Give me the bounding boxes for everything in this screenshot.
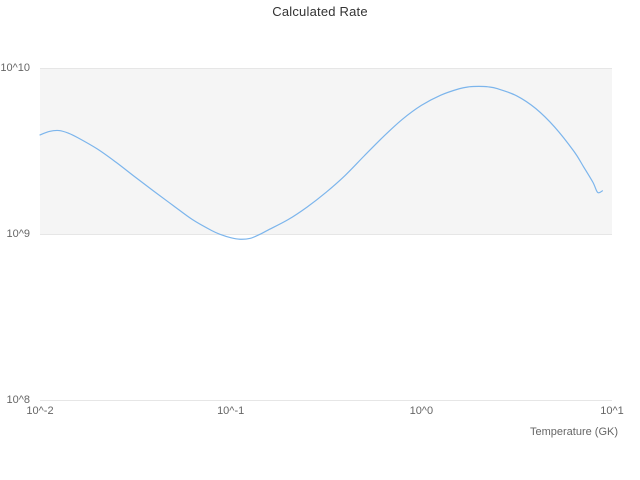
x-tick-label: 10^1 — [600, 405, 624, 417]
chart-title: Calculated Rate — [272, 4, 368, 19]
x-tick-label: 10^0 — [409, 405, 434, 417]
x-axis-title: Temperature (GK) — [529, 426, 618, 438]
plot-band — [40, 68, 612, 234]
y-tick-label: 10^9 — [6, 228, 30, 240]
y-tick-label: 10^8 — [6, 394, 30, 406]
x-tick-label: 10^-1 — [217, 405, 245, 417]
x-tick-label: 10^-2 — [26, 405, 54, 417]
rate-series-line — [39, 85, 604, 240]
y-tick-label: 10^10 — [0, 62, 30, 74]
